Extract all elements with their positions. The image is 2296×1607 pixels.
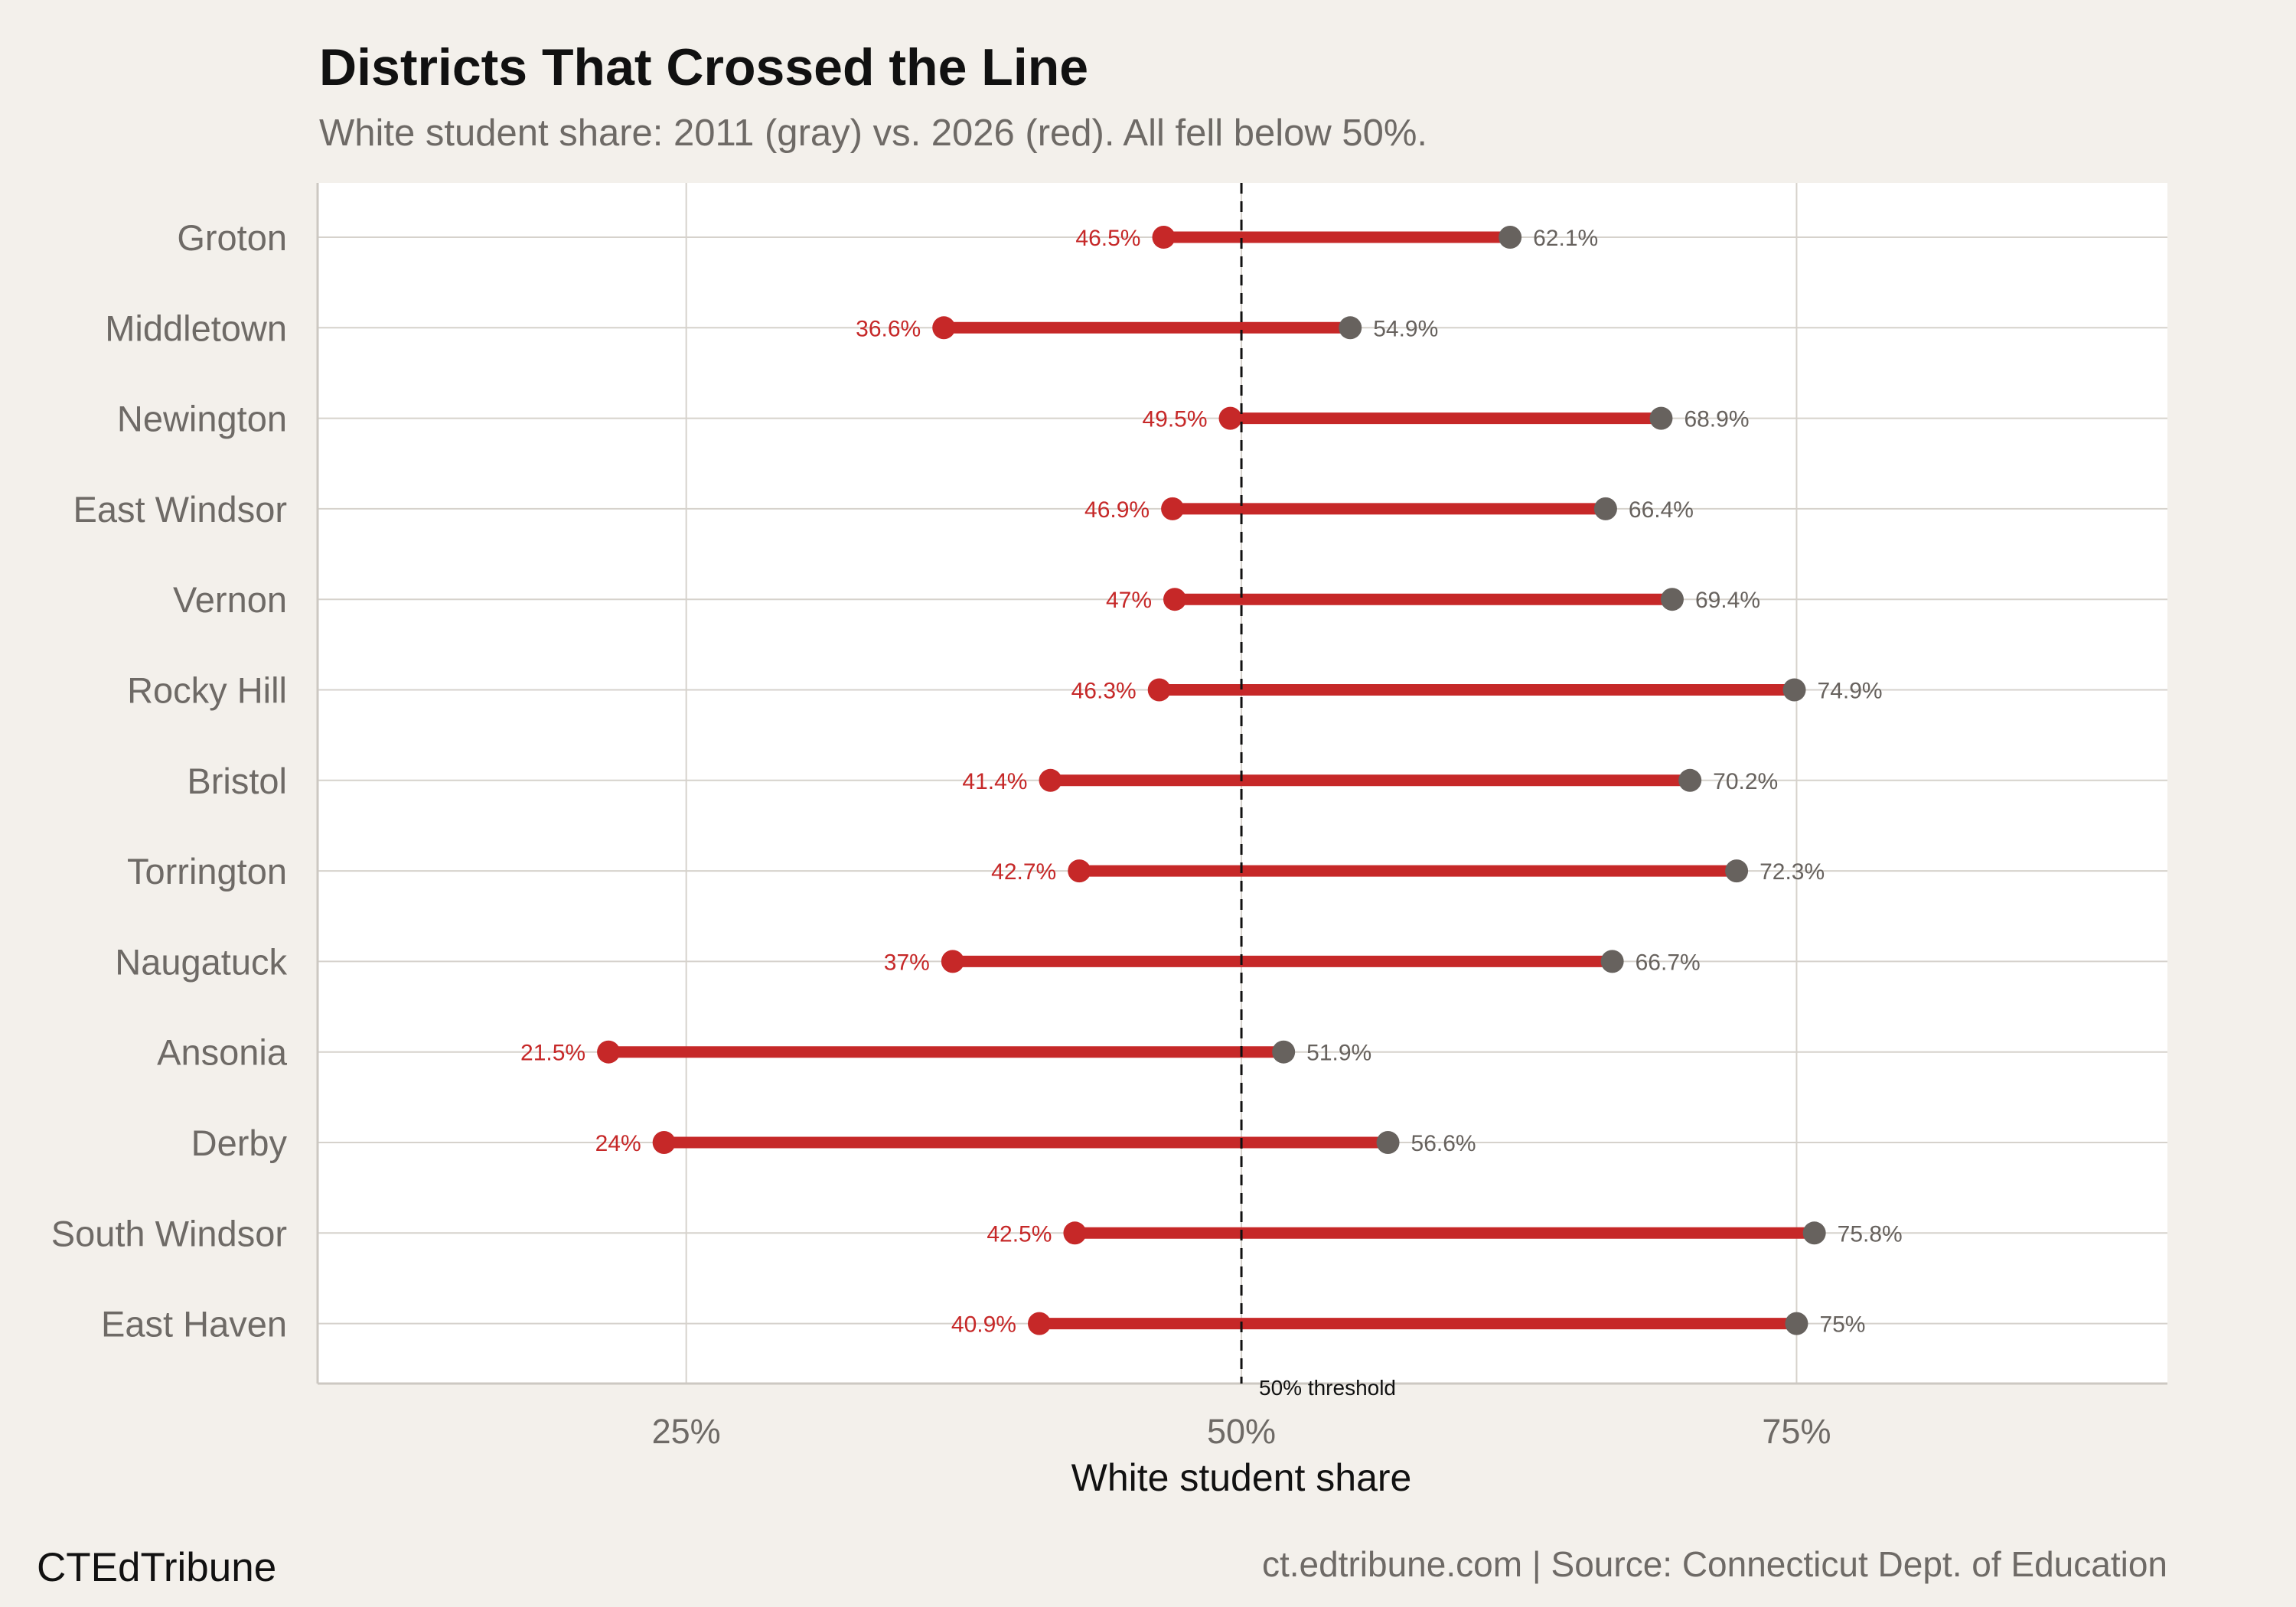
point-2026 bbox=[597, 1040, 621, 1064]
y-tick-label: Derby bbox=[191, 1123, 288, 1163]
y-tick-label: Bristol bbox=[187, 761, 287, 801]
point-2026 bbox=[1068, 859, 1091, 883]
point-2011 bbox=[1802, 1221, 1826, 1245]
x-axis-title: White student share bbox=[1071, 1456, 1412, 1499]
chart-title: Districts That Crossed the Line bbox=[319, 38, 1088, 96]
value-label-2026: 46.9% bbox=[1084, 497, 1150, 523]
value-label-2011: 56.6% bbox=[1411, 1131, 1476, 1156]
point-2026 bbox=[1028, 1312, 1052, 1335]
value-label-2011: 62.1% bbox=[1533, 226, 1598, 251]
y-tick-label: East Windsor bbox=[73, 489, 287, 530]
point-2011 bbox=[1725, 859, 1749, 883]
point-2026 bbox=[1039, 768, 1062, 792]
value-label-2026: 42.5% bbox=[987, 1221, 1052, 1247]
point-2011 bbox=[1649, 406, 1673, 430]
value-label-2011: 66.4% bbox=[1629, 497, 1694, 523]
point-2026 bbox=[1218, 406, 1242, 430]
value-label-2011: 74.9% bbox=[1818, 679, 1883, 704]
point-2011 bbox=[1600, 950, 1624, 973]
point-2026 bbox=[941, 950, 964, 973]
point-2026 bbox=[932, 316, 956, 340]
value-label-2011: 68.9% bbox=[1684, 407, 1749, 432]
point-2011 bbox=[1785, 1312, 1808, 1335]
point-2011 bbox=[1660, 588, 1684, 611]
point-2026 bbox=[1063, 1221, 1087, 1245]
y-tick-label: South Windsor bbox=[51, 1213, 287, 1253]
source-label: ct.edtribune.com | Source: Connecticut D… bbox=[1262, 1544, 2167, 1584]
y-tick-label: Torrington bbox=[127, 851, 287, 892]
y-tick-label: Naugatuck bbox=[115, 941, 287, 982]
y-tick-label: Rocky Hill bbox=[127, 670, 287, 711]
point-2011 bbox=[1272, 1040, 1296, 1064]
y-tick-label: Newington bbox=[117, 399, 287, 439]
value-label-2011: 69.4% bbox=[1695, 588, 1760, 613]
value-label-2026: 41.4% bbox=[962, 769, 1027, 794]
y-tick-label: Groton bbox=[177, 217, 287, 258]
value-label-2011: 70.2% bbox=[1713, 769, 1778, 794]
value-label-2011: 75% bbox=[1819, 1312, 1865, 1338]
y-tick-label: Middletown bbox=[105, 308, 287, 348]
point-2026 bbox=[1147, 678, 1171, 702]
value-label-2026: 49.5% bbox=[1142, 407, 1207, 432]
brand-label: CTEdTribune bbox=[37, 1545, 276, 1590]
value-label-2026: 42.7% bbox=[991, 859, 1056, 885]
value-label-2011: 66.7% bbox=[1636, 950, 1701, 975]
x-tick-label: 75% bbox=[1762, 1412, 1831, 1451]
value-label-2011: 72.3% bbox=[1760, 859, 1825, 885]
x-tick-label: 50% bbox=[1207, 1412, 1276, 1451]
y-tick-label: East Haven bbox=[101, 1304, 287, 1345]
point-2011 bbox=[1376, 1131, 1400, 1154]
chart-subtitle: White student share: 2011 (gray) vs. 202… bbox=[319, 112, 1427, 154]
value-label-2026: 21.5% bbox=[520, 1041, 585, 1066]
value-label-2026: 46.3% bbox=[1071, 679, 1137, 704]
point-2011 bbox=[1782, 678, 1806, 702]
point-2011 bbox=[1339, 316, 1362, 340]
value-label-2011: 75.8% bbox=[1838, 1221, 1903, 1247]
threshold-label: 50% threshold bbox=[1259, 1376, 1396, 1400]
point-2026 bbox=[1161, 497, 1185, 520]
point-2011 bbox=[1678, 768, 1702, 792]
point-2011 bbox=[1499, 226, 1522, 249]
point-2026 bbox=[1152, 226, 1176, 249]
point-2026 bbox=[1163, 588, 1187, 611]
value-label-2011: 51.9% bbox=[1306, 1041, 1371, 1066]
value-label-2026: 24% bbox=[595, 1131, 641, 1156]
value-label-2026: 36.6% bbox=[856, 316, 921, 341]
point-2026 bbox=[652, 1131, 676, 1154]
y-tick-label: Ansonia bbox=[157, 1032, 288, 1073]
value-label-2026: 47% bbox=[1106, 588, 1152, 613]
value-label-2026: 37% bbox=[884, 950, 930, 975]
value-label-2011: 54.9% bbox=[1373, 316, 1438, 341]
point-2011 bbox=[1593, 497, 1617, 520]
y-tick-label: Vernon bbox=[173, 579, 287, 620]
value-label-2026: 40.9% bbox=[951, 1312, 1016, 1338]
x-tick-label: 25% bbox=[652, 1412, 721, 1451]
value-label-2026: 46.5% bbox=[1075, 226, 1140, 251]
